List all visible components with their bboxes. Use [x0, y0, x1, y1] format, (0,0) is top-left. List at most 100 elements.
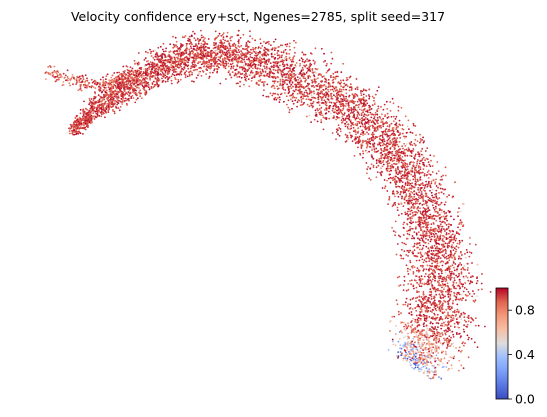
- data-point: [407, 179, 409, 181]
- data-point: [236, 61, 238, 63]
- data-point: [407, 353, 409, 355]
- data-point: [250, 49, 252, 51]
- data-point: [409, 231, 411, 233]
- data-point: [325, 85, 327, 87]
- data-point: [406, 132, 408, 134]
- data-point: [212, 72, 214, 74]
- data-point: [286, 84, 288, 86]
- data-point: [475, 299, 477, 301]
- data-point: [407, 224, 409, 226]
- data-point: [293, 73, 295, 75]
- data-point: [409, 155, 411, 157]
- data-point: [412, 328, 414, 330]
- data-point: [427, 239, 429, 241]
- data-point: [204, 63, 206, 65]
- data-point: [457, 317, 459, 319]
- data-point: [426, 306, 428, 308]
- data-point: [141, 82, 143, 84]
- data-point: [426, 352, 428, 354]
- data-point: [301, 86, 303, 88]
- data-point: [445, 278, 447, 280]
- data-point: [404, 304, 406, 306]
- data-point: [148, 68, 150, 70]
- data-point: [445, 166, 447, 168]
- data-point: [244, 75, 246, 77]
- data-point: [398, 276, 400, 278]
- data-point: [234, 53, 236, 55]
- data-point: [286, 59, 288, 61]
- data-point: [379, 143, 381, 145]
- data-point: [189, 55, 191, 57]
- data-point: [198, 49, 200, 51]
- data-point: [77, 133, 79, 135]
- data-point: [106, 90, 108, 92]
- data-point: [441, 209, 443, 211]
- data-point: [417, 252, 419, 254]
- data-point: [258, 52, 260, 54]
- data-point: [432, 197, 434, 199]
- data-point: [225, 67, 227, 69]
- data-point: [245, 77, 247, 79]
- data-point: [477, 264, 479, 266]
- data-point: [291, 87, 293, 89]
- data-point: [261, 81, 263, 83]
- data-point: [391, 316, 393, 318]
- data-point: [439, 302, 441, 304]
- data-point: [463, 277, 465, 279]
- data-point: [149, 79, 151, 81]
- data-point: [345, 96, 347, 98]
- data-point: [292, 86, 294, 88]
- data-point: [426, 336, 428, 338]
- data-point: [416, 297, 418, 299]
- data-point: [340, 105, 342, 107]
- data-point: [342, 63, 344, 65]
- data-point: [136, 93, 138, 95]
- data-point: [201, 43, 203, 45]
- data-point: [326, 109, 328, 111]
- data-point: [293, 40, 295, 42]
- data-point: [401, 213, 403, 215]
- data-point: [411, 320, 413, 322]
- data-point: [398, 341, 400, 343]
- data-point: [395, 163, 397, 165]
- data-point: [414, 171, 416, 173]
- data-point: [150, 61, 152, 63]
- data-point: [218, 56, 220, 58]
- data-point: [263, 65, 265, 67]
- data-point: [125, 83, 127, 85]
- data-point: [268, 41, 270, 43]
- data-point: [393, 193, 395, 195]
- data-point: [464, 342, 466, 344]
- data-point: [366, 115, 368, 117]
- data-point: [433, 250, 435, 252]
- data-point: [374, 142, 376, 144]
- data-point: [444, 213, 446, 215]
- data-point: [388, 156, 390, 158]
- data-point: [303, 65, 305, 67]
- data-point: [467, 335, 469, 337]
- data-point: [439, 284, 441, 286]
- data-point: [427, 255, 429, 257]
- data-point: [427, 330, 429, 332]
- data-point: [417, 364, 419, 366]
- data-point: [390, 165, 392, 167]
- data-point: [371, 108, 373, 110]
- data-point: [468, 320, 470, 322]
- data-point: [415, 198, 417, 200]
- data-point: [448, 255, 450, 257]
- data-point: [440, 336, 442, 338]
- data-point: [413, 273, 415, 275]
- data-point: [435, 190, 437, 192]
- data-point: [453, 317, 455, 319]
- data-point: [422, 137, 424, 139]
- data-point: [203, 44, 205, 46]
- data-point: [392, 141, 394, 143]
- data-point: [320, 74, 322, 76]
- data-point: [381, 171, 383, 173]
- data-point: [348, 126, 350, 128]
- data-point: [398, 196, 400, 198]
- data-point: [401, 332, 403, 334]
- data-point: [422, 184, 424, 186]
- data-point: [163, 66, 165, 68]
- data-point: [380, 174, 382, 176]
